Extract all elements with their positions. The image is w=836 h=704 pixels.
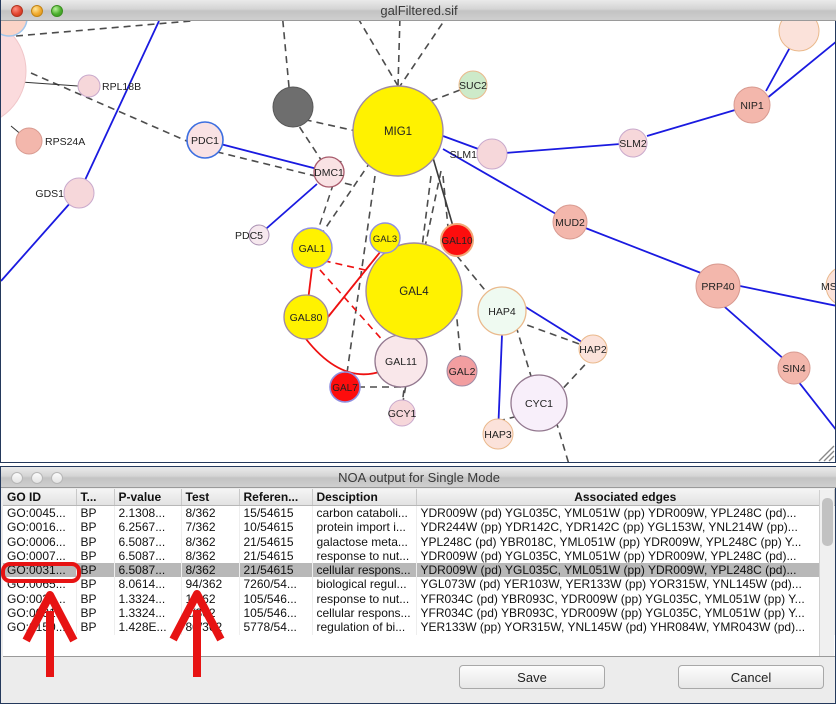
svg-text:GAL4: GAL4 (399, 286, 429, 298)
svg-text:PRP40: PRP40 (701, 281, 734, 293)
svg-text:DMC1: DMC1 (314, 167, 344, 179)
svg-text:MSI: MSI (821, 281, 835, 293)
svg-text:GAL3: GAL3 (373, 234, 397, 245)
svg-text:GAL80: GAL80 (290, 312, 323, 324)
svg-text:NIP1: NIP1 (740, 100, 764, 112)
svg-text:GAL7: GAL7 (332, 383, 358, 394)
svg-text:HAP2: HAP2 (579, 344, 607, 356)
svg-text:PDC5: PDC5 (235, 230, 263, 242)
svg-text:SLM1: SLM1 (450, 149, 478, 161)
svg-text:SLM2: SLM2 (619, 138, 647, 150)
svg-text:RPL18B: RPL18B (102, 81, 141, 93)
svg-text:MUD2: MUD2 (555, 217, 585, 229)
svg-text:GAL1: GAL1 (299, 243, 326, 255)
svg-text:HAP3: HAP3 (484, 429, 512, 441)
svg-text:SIN4: SIN4 (782, 363, 806, 375)
svg-text:GAL2: GAL2 (449, 366, 476, 378)
svg-text:GAL10: GAL10 (441, 236, 473, 247)
svg-text:MIG1: MIG1 (384, 126, 412, 138)
svg-text:GDS1: GDS1 (35, 188, 64, 200)
svg-text:CYC1: CYC1 (525, 398, 553, 410)
svg-text:HAP4: HAP4 (488, 306, 516, 318)
svg-text:GAL11: GAL11 (385, 356, 417, 368)
svg-text:PDC1: PDC1 (191, 135, 219, 147)
svg-text:SUC2: SUC2 (459, 80, 487, 92)
svg-text:GCY1: GCY1 (388, 408, 417, 420)
svg-text:RPS24A: RPS24A (45, 136, 85, 148)
